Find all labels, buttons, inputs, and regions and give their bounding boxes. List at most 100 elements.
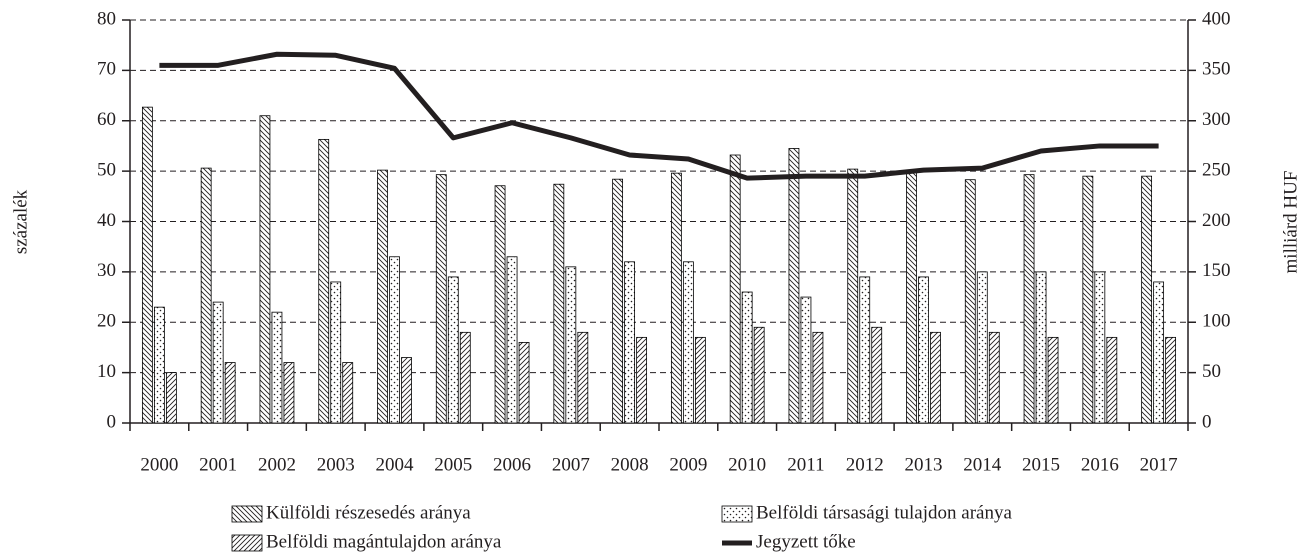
y-tick-label: 60 (97, 109, 116, 130)
bar (918, 276, 929, 424)
y-tick-label: 50 (97, 159, 116, 180)
bar (1047, 336, 1059, 424)
bar (988, 331, 1000, 424)
y2-tick-label: 300 (1202, 109, 1231, 130)
y-tick-label: 70 (97, 59, 116, 80)
x-tick-label: 2008 (611, 454, 649, 475)
x-tick-label: 2013 (905, 454, 943, 475)
bar (565, 266, 577, 424)
x-tick-label: 2015 (1022, 454, 1060, 475)
bar (1082, 175, 1094, 424)
x-tick-label: 2003 (317, 454, 355, 475)
y2-tick-label: 150 (1202, 260, 1231, 281)
legend-swatch (231, 505, 263, 523)
bar (1094, 271, 1106, 424)
y2-tick-label: 250 (1202, 159, 1231, 180)
bar (930, 331, 941, 424)
y2-tick-label: 400 (1202, 8, 1231, 29)
bar (377, 169, 388, 424)
bar (624, 261, 636, 424)
legend-swatch (721, 505, 753, 523)
bar (1153, 281, 1165, 424)
bar (1106, 336, 1118, 424)
x-tick-label: 2002 (258, 454, 296, 475)
bar (447, 276, 459, 424)
y2-tick-label: 0 (1202, 411, 1212, 432)
y-tick-label: 30 (97, 260, 116, 281)
x-tick-label: 2005 (434, 454, 472, 475)
y-tick-label: 80 (97, 8, 116, 29)
bar (670, 172, 682, 424)
bar (342, 362, 354, 424)
line (159, 51, 1159, 181)
x-tick-label: 2001 (199, 454, 237, 475)
bar (518, 341, 530, 424)
y2-tick-label: 50 (1202, 361, 1221, 382)
bar (494, 185, 506, 424)
bar (729, 154, 741, 424)
bar (859, 276, 871, 424)
y2-tick-label: 200 (1202, 210, 1231, 231)
bar (283, 362, 295, 424)
bar (788, 148, 800, 424)
bar (847, 168, 859, 424)
legend-label: Külföldi részesedés aránya (266, 502, 471, 523)
bar (577, 331, 589, 424)
bar (435, 174, 447, 424)
bar (741, 291, 753, 424)
bar (800, 296, 812, 424)
x-tick-label: 2017 (1140, 454, 1178, 475)
bar (389, 256, 400, 424)
bar (753, 326, 765, 424)
bar (553, 183, 565, 424)
y-tick-label: 0 (107, 411, 117, 432)
x-tick-label: 2014 (963, 454, 1002, 475)
bar (271, 311, 283, 424)
x-tick-label: 2006 (493, 454, 531, 475)
bar (976, 271, 988, 424)
bar (153, 306, 165, 424)
legend-label: Belföldi magántulajdon aránya (266, 531, 502, 552)
bar (964, 179, 976, 424)
y2-tick-label: 100 (1202, 311, 1231, 332)
x-tick-label: 2012 (846, 454, 884, 475)
y-axis-label: százalék (10, 189, 31, 254)
bar (318, 138, 330, 424)
x-tick-label: 2000 (140, 454, 178, 475)
x-tick-label: 2004 (376, 454, 415, 475)
x-tick-label: 2010 (728, 454, 766, 475)
bar (612, 178, 624, 424)
bar (165, 372, 177, 424)
bar (506, 256, 518, 424)
y-tick-label: 40 (97, 210, 116, 231)
legend-label: Jegyzett tőke (756, 531, 856, 552)
bar (694, 336, 706, 424)
bar (330, 281, 342, 424)
bar (1035, 271, 1047, 424)
bar (1141, 175, 1153, 424)
x-tick-label: 2011 (787, 454, 824, 475)
y-tick-label: 10 (97, 361, 116, 382)
bar (259, 115, 271, 424)
bar (212, 301, 224, 424)
bar (401, 357, 412, 424)
bar (871, 326, 883, 424)
legend-swatch (231, 534, 263, 552)
legend-label: Belföldi társasági tulajdon aránya (756, 502, 1012, 523)
bar (682, 261, 694, 424)
bar (812, 331, 824, 424)
bar (1165, 336, 1177, 424)
bar (1023, 174, 1035, 424)
y2-axis-label: milliárd HUF (1280, 171, 1301, 274)
y-tick-label: 20 (97, 311, 116, 332)
x-tick-label: 2009 (669, 454, 707, 475)
x-tick-label: 2016 (1081, 454, 1119, 475)
bar (224, 362, 236, 424)
bar (906, 171, 917, 424)
bar (459, 331, 471, 424)
x-tick-label: 2007 (552, 454, 590, 475)
bar (636, 336, 648, 424)
y2-tick-label: 350 (1202, 59, 1231, 80)
bar (141, 106, 153, 424)
